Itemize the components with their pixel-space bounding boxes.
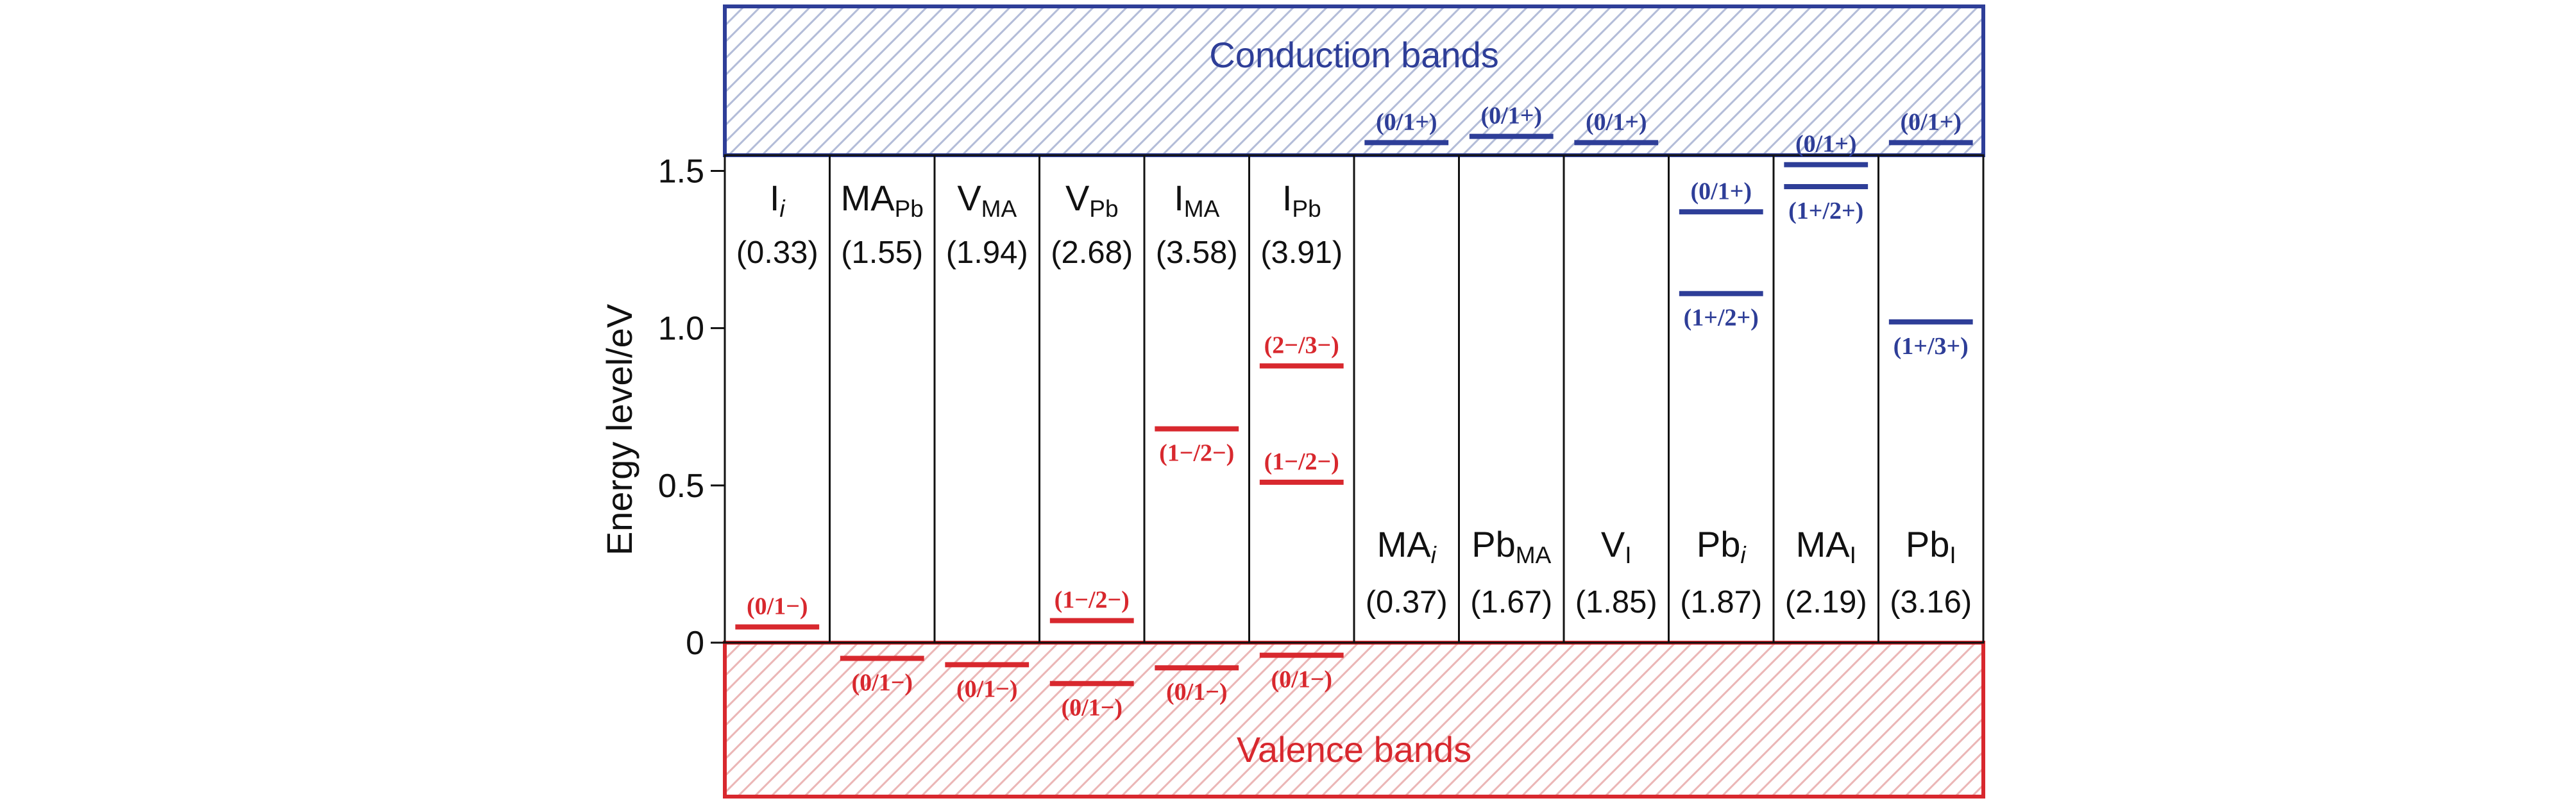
defect-name: VI (1601, 524, 1632, 568)
transition-level-label: (1−/2−) (1159, 440, 1234, 467)
defect-formation-energy: (0.33) (736, 235, 818, 270)
defect-name: Pbi (1697, 524, 1747, 568)
defect-formation-energy: (1.55) (841, 235, 923, 270)
defect-levels: (0/1−) (0/1−) (0/1−) (0/1−) (1−/2−) (0/1−) (1−… (735, 103, 1973, 722)
conduction-band: Conduction bands (723, 4, 1985, 157)
valence-band-label: Valence bands (1237, 729, 1471, 770)
y-axis-ticks: 0 0.5 1.0 1.5 (658, 153, 725, 662)
defect-name: MAI (1796, 524, 1856, 568)
defect-name: Ii (770, 178, 786, 222)
y-tick-label: 1.0 (658, 310, 704, 348)
y-tick-label: 0.5 (658, 468, 704, 505)
defect-name: MAi (1377, 524, 1437, 568)
defect-name: PbMA (1471, 524, 1551, 568)
transition-level-label: (1+/2+) (1684, 305, 1759, 332)
y-axis: Energy level/eV 0 0.5 1.0 1.5 (599, 153, 725, 662)
conduction-band-label: Conduction bands (1209, 35, 1498, 75)
defect-name: MAPb (841, 178, 924, 222)
y-axis-label: Energy level/eV (599, 303, 640, 555)
defect-columns: Ii (0.33) MAPb (1.55) VMA (1.94) VPb (2.68) IMA (… (736, 155, 1972, 643)
valence-band: Valence bands (723, 641, 1985, 799)
defect-name: IPb (1282, 178, 1321, 222)
conduction-band-box (723, 4, 1985, 157)
defect-formation-energy: (3.91) (1260, 235, 1343, 270)
transition-level-label: (1−/2−) (1055, 587, 1130, 614)
defect-name: PbI (1906, 524, 1956, 568)
defect-formation-energy: (3.58) (1156, 235, 1238, 270)
y-tick-label: 1.5 (658, 153, 704, 190)
y-tick-label: 0 (686, 625, 704, 662)
defect-formation-energy: (1.94) (946, 235, 1028, 270)
defect-formation-energy: (0.37) (1366, 585, 1448, 620)
transition-level-label: (0/1−) (1061, 695, 1123, 722)
defect-name: VMA (957, 178, 1017, 222)
defect-formation-energy: (2.68) (1051, 235, 1133, 270)
valence-band-box (723, 641, 1985, 799)
transition-level-label: (0/1+) (1690, 178, 1752, 205)
defect-formation-energy: (3.16) (1890, 585, 1972, 620)
transition-level-label: (0/1+) (1900, 108, 1962, 135)
transition-level-label: (1−/2−) (1264, 448, 1339, 475)
defect-formation-energy: (1.87) (1680, 585, 1762, 620)
transition-level-label: (0/1−) (1271, 666, 1332, 693)
transition-level-label: (0/1+) (1586, 108, 1647, 135)
transition-level-label: (0/1−) (1166, 679, 1228, 706)
transition-level-label: (0/1−) (747, 593, 808, 620)
defect-formation-energy: (1.67) (1470, 585, 1552, 620)
transition-level-label: (2−/3−) (1264, 332, 1339, 359)
defect-name: VPb (1065, 178, 1119, 222)
defect-formation-energy: (2.19) (1785, 585, 1867, 620)
defect-name: IMA (1174, 178, 1219, 222)
transition-level-label: (0/1−) (956, 675, 1018, 702)
transition-level-label: (1+/2+) (1788, 198, 1863, 224)
transition-level-label: (0/1−) (851, 670, 913, 697)
transition-level-label: (0/1+) (1480, 103, 1542, 130)
transition-level-label: (0/1+) (1376, 108, 1437, 135)
defect-formation-energy: (1.85) (1575, 585, 1657, 620)
transition-level-label: (0/1+) (1795, 131, 1857, 158)
transition-level-label: (1+/3+) (1894, 333, 1969, 360)
